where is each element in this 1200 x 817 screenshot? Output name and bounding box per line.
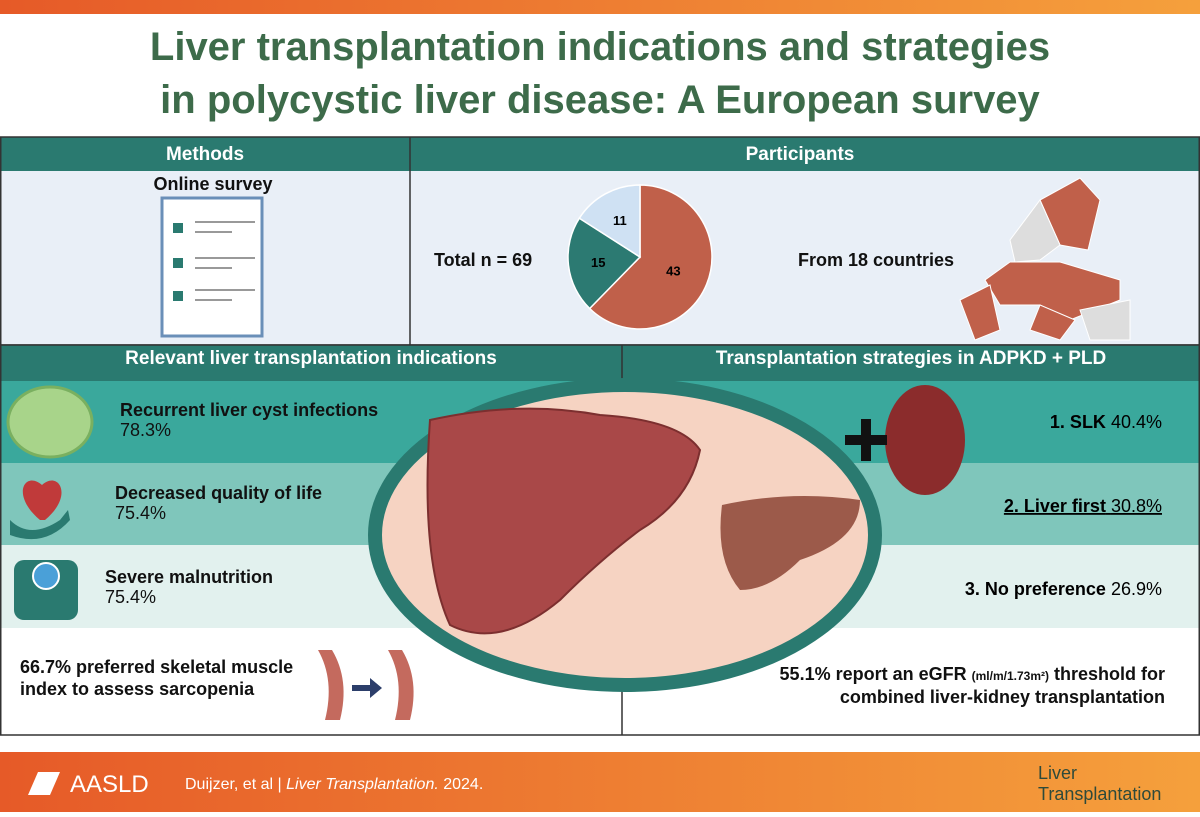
- pie-slice: [578, 184, 641, 259]
- frame: [0, 344, 1200, 736]
- strategy-label: 1. SLK: [1050, 412, 1106, 432]
- title-line: Liver transplantation indications and st…: [150, 25, 1050, 69]
- center-illustration: [368, 378, 965, 692]
- clipboard-icon: [160, 196, 264, 338]
- strategy-value: 26.9%: [1111, 579, 1162, 599]
- pie-label: 11: [613, 213, 627, 228]
- icons: [6, 385, 414, 720]
- egfr-prefix: 55.1% report an eGFR: [780, 664, 967, 684]
- strategy-value: 30.8%: [1111, 496, 1162, 516]
- strategy-label: 2. Liver first: [1004, 496, 1106, 516]
- europe-map: [959, 177, 1131, 341]
- pie-label: 15: [591, 255, 605, 270]
- strategy-label: 3. No preference: [965, 579, 1106, 599]
- section-title: Methods: [166, 144, 244, 165]
- strategy: 2. Liver first 30.8%: [1004, 496, 1162, 516]
- brand-icon: [28, 772, 60, 795]
- indication-value: 75.4%: [105, 587, 156, 607]
- indication-title: Severe malnutrition: [105, 567, 273, 587]
- section-title: Transplantation strategies in ADPKD + PL…: [716, 348, 1106, 369]
- pie-label: 43: [666, 264, 680, 279]
- section-title: Relevant liver transplantation indicatio…: [125, 348, 497, 369]
- sarcopenia-text: 66.7% preferred skeletal muscle: [20, 657, 293, 677]
- pie-chart: 43 15 11: [567, 184, 713, 330]
- label: Online survey: [153, 174, 272, 194]
- sarcopenia-text: index to assess sarcopenia: [20, 679, 255, 699]
- year: 2024.: [443, 776, 483, 793]
- footer: [0, 752, 1200, 812]
- indication-value: 75.4%: [115, 503, 166, 523]
- citation: Duijzer, et al | Liver Transplantation. …: [185, 776, 483, 793]
- section-header: [0, 345, 1200, 381]
- total: Total n = 69: [434, 250, 532, 270]
- egfr-text: combined liver-kidney transplantation: [840, 687, 1165, 707]
- separator: |: [278, 776, 282, 793]
- journal: Liver Transplantation.: [286, 776, 439, 793]
- countries: From 18 countries: [798, 250, 954, 270]
- egfr-unit: (ml/m/1.73m²): [972, 669, 1049, 683]
- pie-slice: [588, 184, 713, 330]
- pie-slice: [567, 217, 642, 310]
- strategy: 3. No preference 26.9%: [965, 579, 1162, 599]
- indication-value: 78.3%: [120, 420, 171, 440]
- title-line: in polycystic liver disease: A European …: [160, 78, 1040, 122]
- indication-title: Recurrent liver cyst infections: [120, 400, 378, 420]
- indication-title: Decreased quality of life: [115, 483, 322, 503]
- top-bar: [0, 0, 1200, 14]
- egfr-suffix: threshold for: [1054, 664, 1165, 684]
- section-title: Participants: [746, 144, 855, 165]
- logo-text: Transplantation: [1038, 784, 1161, 804]
- logo-text: Liver: [1038, 763, 1077, 783]
- egfr-text: 55.1% report an eGFR (ml/m/1.73m²) thres…: [780, 664, 1165, 684]
- authors: Duijzer, et al: [185, 776, 273, 793]
- strategy: 1. SLK 40.4%: [1050, 412, 1162, 432]
- brand: AASLD: [70, 771, 149, 798]
- section-header: [0, 137, 1200, 171]
- strategy-value: 40.4%: [1111, 412, 1162, 432]
